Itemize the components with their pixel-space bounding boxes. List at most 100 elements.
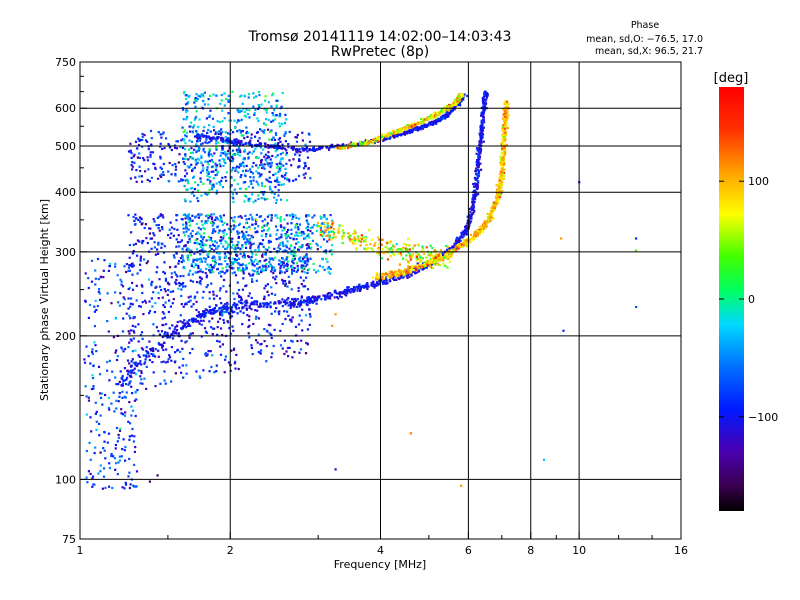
echo-point (188, 224, 191, 227)
echo-point (228, 251, 231, 254)
echo-point (239, 164, 243, 167)
echo-point (256, 230, 259, 234)
echo-point (306, 221, 309, 224)
echo-point (132, 215, 135, 219)
echo-point (200, 260, 204, 263)
echo-point (230, 170, 233, 173)
echo-point (220, 151, 223, 154)
echo-point (496, 201, 499, 204)
echo-point (235, 121, 239, 124)
echo-point (101, 487, 104, 490)
echo-point (168, 299, 171, 302)
echo-point (140, 378, 143, 381)
echo-point (474, 194, 477, 197)
echo-point (197, 149, 200, 152)
echo-point (175, 324, 178, 327)
echo-point (319, 246, 322, 249)
echo-point (145, 365, 148, 368)
echo-point (306, 342, 309, 345)
echo-point (130, 405, 133, 408)
echo-point (289, 244, 293, 247)
echo-point (242, 251, 245, 254)
echo-point (141, 242, 144, 245)
echo-point (147, 352, 150, 355)
echo-point (236, 312, 239, 315)
echo-point (137, 369, 140, 372)
echo-point (204, 192, 207, 195)
echo-point (277, 246, 280, 249)
echo-point (212, 290, 215, 293)
echo-point (87, 399, 91, 402)
echo-point (188, 94, 191, 97)
echo-point (243, 150, 246, 153)
echo-point (232, 262, 235, 265)
echo-point (281, 175, 284, 178)
echo-point (207, 178, 210, 181)
echo-point (190, 192, 193, 195)
echo-point (261, 254, 264, 257)
echo-point (280, 157, 283, 160)
echo-point (231, 257, 234, 260)
echo-point (327, 271, 330, 274)
echo-point (383, 134, 386, 137)
echo-point (163, 147, 166, 150)
echo-point (412, 265, 416, 268)
echo-point (312, 146, 316, 149)
echo-point (253, 300, 256, 303)
echo-point (197, 183, 200, 187)
echo-point (170, 173, 173, 176)
echo-point (274, 172, 277, 175)
echo-point (223, 321, 226, 324)
echo-point (224, 139, 228, 142)
echo-point (233, 216, 236, 219)
echo-point (166, 293, 169, 296)
echo-point (123, 414, 127, 417)
echo-point (264, 268, 267, 272)
echo-point (144, 170, 147, 173)
echo-point (324, 298, 327, 301)
echo-point (239, 269, 242, 272)
echo-point (291, 316, 294, 319)
echo-point (288, 180, 291, 183)
echo-point (375, 273, 379, 276)
echo-point (210, 159, 213, 162)
echo-point (243, 157, 246, 160)
echo-point (272, 173, 275, 177)
echo-point (197, 226, 200, 229)
echo-point (255, 267, 258, 270)
echo-point (204, 353, 207, 356)
echo-point (253, 113, 256, 116)
echo-point (403, 269, 407, 273)
echo-point (220, 311, 223, 314)
echo-point (215, 146, 218, 149)
echo-point (386, 273, 389, 276)
echo-point (246, 314, 249, 317)
echo-point (215, 310, 218, 313)
echo-point (422, 267, 425, 270)
echo-point (283, 177, 287, 180)
echo-point (320, 217, 323, 220)
echo-point (177, 332, 180, 335)
echo-point (393, 131, 396, 134)
echo-point (288, 247, 291, 250)
echo-point (308, 236, 311, 239)
echo-point (241, 307, 244, 310)
echo-point (144, 358, 147, 361)
echo-point (248, 262, 251, 265)
echo-point (496, 192, 499, 195)
echo-point (275, 166, 279, 169)
echo-point (291, 340, 294, 343)
echo-point (301, 148, 304, 151)
echo-point (168, 161, 171, 165)
echo-point (188, 272, 191, 275)
echo-point (256, 263, 259, 266)
echo-point (209, 268, 212, 271)
echo-point (153, 241, 156, 244)
echo-point (197, 137, 200, 140)
echo-point (159, 214, 162, 217)
echo-point (123, 367, 126, 370)
echo-point (239, 143, 242, 146)
echo-point (330, 248, 333, 252)
echo-point (169, 290, 172, 293)
echo-point (477, 171, 481, 174)
